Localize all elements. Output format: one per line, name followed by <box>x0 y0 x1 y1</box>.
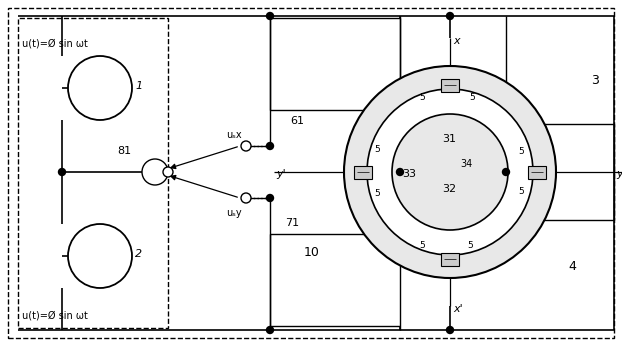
Text: x': x' <box>453 304 463 314</box>
Text: 4: 4 <box>568 260 576 273</box>
Bar <box>354 165 372 179</box>
Circle shape <box>344 66 556 278</box>
Circle shape <box>396 169 404 175</box>
Text: 5: 5 <box>469 92 475 101</box>
Text: 34: 34 <box>460 159 472 169</box>
Circle shape <box>142 159 168 185</box>
Text: 5: 5 <box>374 190 380 199</box>
Bar <box>528 165 546 179</box>
Circle shape <box>58 169 65 175</box>
Text: 33: 33 <box>402 169 416 179</box>
Text: u(t)=Ø sin ωt: u(t)=Ø sin ωt <box>22 38 88 48</box>
Text: 32: 32 <box>442 184 456 194</box>
Bar <box>270 18 400 110</box>
Bar <box>506 124 614 220</box>
Circle shape <box>392 114 508 230</box>
Bar <box>18 18 168 328</box>
Circle shape <box>447 12 453 19</box>
Bar <box>270 234 400 326</box>
Text: 71: 71 <box>285 218 299 228</box>
Text: 2: 2 <box>135 249 142 259</box>
Text: 3: 3 <box>591 74 599 87</box>
Text: 10: 10 <box>304 246 320 259</box>
Text: 61: 61 <box>290 116 304 126</box>
Circle shape <box>68 224 132 288</box>
Text: 81: 81 <box>117 146 131 156</box>
Circle shape <box>266 327 274 334</box>
Text: x: x <box>453 36 460 46</box>
Text: y': y' <box>276 169 285 179</box>
Circle shape <box>163 167 173 177</box>
Text: u(t)=Ø sin ωt: u(t)=Ø sin ωt <box>22 310 88 320</box>
Bar <box>441 79 459 91</box>
Text: 5: 5 <box>374 146 380 155</box>
Text: 5: 5 <box>467 240 473 249</box>
Text: uₛy: uₛy <box>226 208 242 218</box>
Text: 5: 5 <box>518 188 524 197</box>
Text: uₛx: uₛx <box>226 130 242 140</box>
Bar <box>441 253 459 265</box>
Text: 5: 5 <box>419 240 425 249</box>
Text: 1: 1 <box>135 81 142 91</box>
Circle shape <box>367 89 533 255</box>
Text: y: y <box>616 169 622 179</box>
Circle shape <box>266 194 274 201</box>
Circle shape <box>241 141 251 151</box>
Circle shape <box>266 12 274 19</box>
Circle shape <box>68 56 132 120</box>
Circle shape <box>266 143 274 149</box>
Circle shape <box>503 169 509 175</box>
Text: 5: 5 <box>419 92 425 101</box>
Circle shape <box>447 327 453 334</box>
Circle shape <box>241 193 251 203</box>
Text: 5: 5 <box>518 147 524 156</box>
Text: 31: 31 <box>442 134 456 144</box>
